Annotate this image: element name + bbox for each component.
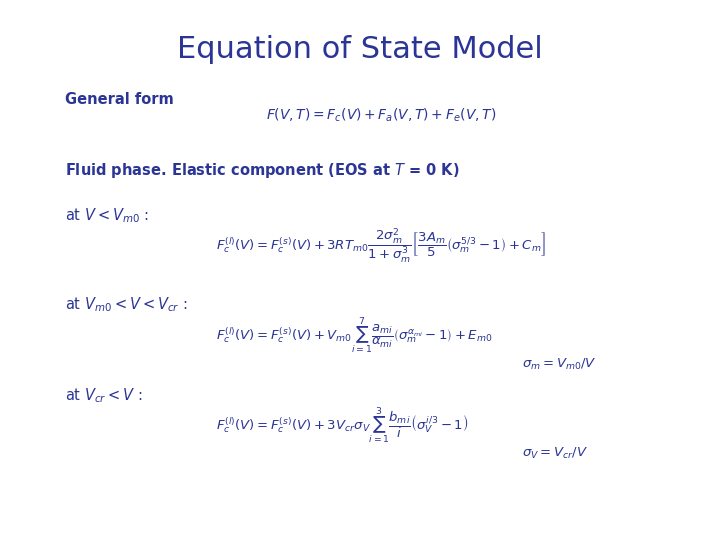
Text: Fluid phase. Elastic component (EOS at $\mathit{T}$ = 0 K): Fluid phase. Elastic component (EOS at $… <box>65 160 459 180</box>
Text: $\sigma_m = V_{m0}/V$: $\sigma_m = V_{m0}/V$ <box>522 356 597 372</box>
Text: General form: General form <box>65 92 174 107</box>
Text: $F_c^{(l)}(V) = F_c^{(s)}(V)+3RT_{m0}\dfrac{2\sigma_m^2}{1+\sigma_m^3}\left[\dfr: $F_c^{(l)}(V) = F_c^{(s)}(V)+3RT_{m0}\df… <box>216 226 546 265</box>
Text: at $\mathit{V}_{cr} < \mathit{V}$ :: at $\mathit{V}_{cr} < \mathit{V}$ : <box>65 386 143 404</box>
Text: Equation of State Model: Equation of State Model <box>177 35 543 64</box>
Text: at $\mathit{V}_{m0} < \mathit{V} < \mathit{V}_{cr}$ :: at $\mathit{V}_{m0} < \mathit{V} < \math… <box>65 296 187 314</box>
Text: $F_c^{(l)}(V) = F_c^{(s)}(V)+V_{m0}\sum_{i=1}^{7}\dfrac{a_{mi}}{\alpha_{mi}}\lef: $F_c^{(l)}(V) = F_c^{(s)}(V)+V_{m0}\sum_… <box>216 315 492 356</box>
Text: $\sigma_V = V_{cr}/V$: $\sigma_V = V_{cr}/V$ <box>522 446 588 461</box>
Text: $F(V,T) = F_c(V)+F_a(V,T)+F_e(V,T)$: $F(V,T) = F_c(V)+F_a(V,T)+F_e(V,T)$ <box>266 106 497 124</box>
Text: at $\mathit{V} < \mathit{V}_{m0}$ :: at $\mathit{V} < \mathit{V}_{m0}$ : <box>65 207 149 225</box>
Text: $F_c^{(l)}(V) = F_c^{(s)}(V)+3V_{cr}\sigma_V\sum_{i=1}^{3}\dfrac{b_{mi}}{i}\left: $F_c^{(l)}(V) = F_c^{(s)}(V)+3V_{cr}\sig… <box>216 405 468 446</box>
